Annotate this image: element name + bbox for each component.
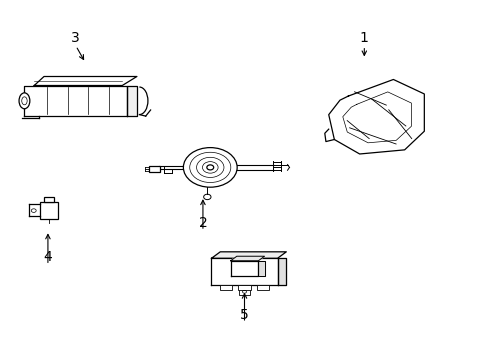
Text: 1: 1 [359,31,368,45]
Bar [149,166,160,172]
Text: 2: 2 [198,216,207,230]
Polygon shape [277,258,286,285]
Polygon shape [230,261,258,276]
Polygon shape [258,261,264,276]
Ellipse shape [19,93,30,109]
Polygon shape [24,85,127,116]
Bar [257,285,269,289]
Text: 3: 3 [71,31,80,45]
Bar [40,202,58,219]
Polygon shape [127,85,137,116]
Bar [238,285,250,289]
Bar [238,289,250,294]
Polygon shape [34,77,137,85]
Polygon shape [328,80,424,154]
Text: 4: 4 [43,251,52,264]
Polygon shape [211,258,277,285]
Polygon shape [230,256,264,261]
Polygon shape [211,252,286,258]
Text: 5: 5 [240,308,248,322]
Bar [43,197,54,202]
Bar [219,285,232,289]
Circle shape [206,165,213,170]
